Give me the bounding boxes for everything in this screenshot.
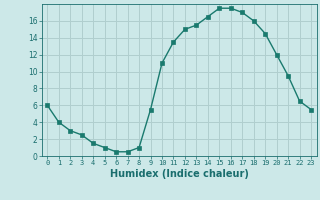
- X-axis label: Humidex (Indice chaleur): Humidex (Indice chaleur): [110, 169, 249, 179]
